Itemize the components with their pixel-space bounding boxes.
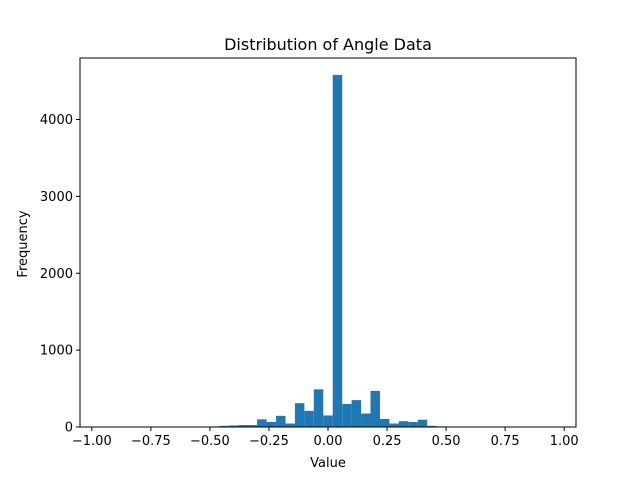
histogram-bar bbox=[266, 422, 277, 427]
histogram-bar bbox=[351, 400, 362, 427]
x-tick-label: −0.50 bbox=[190, 434, 230, 449]
histogram-bar bbox=[332, 74, 343, 427]
x-axis-label: Value bbox=[310, 456, 346, 471]
histogram-bar bbox=[427, 425, 437, 427]
y-tick-label: 3000 bbox=[40, 190, 73, 205]
y-tick-label: 0 bbox=[65, 421, 73, 436]
y-tick-label: 1000 bbox=[40, 344, 73, 359]
histogram-bar bbox=[389, 423, 399, 427]
x-tick-label: 0.00 bbox=[314, 434, 343, 449]
x-tick-label: −1.00 bbox=[72, 434, 112, 449]
histogram-bar bbox=[313, 389, 324, 427]
x-tick-label: −0.25 bbox=[249, 434, 289, 449]
histogram-bar bbox=[219, 425, 229, 427]
histogram-bar bbox=[342, 403, 352, 427]
x-tick-label: −0.75 bbox=[131, 434, 171, 449]
x-tick-label: 0.75 bbox=[491, 434, 520, 449]
y-tick-label: 4000 bbox=[40, 113, 73, 128]
histogram-bar bbox=[361, 413, 371, 427]
histogram-bar bbox=[417, 419, 428, 427]
histogram-bar bbox=[238, 425, 248, 427]
y-tick-label: 2000 bbox=[40, 267, 73, 282]
y-axis-ticks: 0 1000 2000 3000 4000 bbox=[40, 113, 80, 436]
histogram-bar bbox=[370, 390, 380, 427]
x-axis-ticks: −1.00 −0.75 −0.50 −0.25 0.00 0.25 0.50 0.75 1.00 bbox=[72, 427, 579, 449]
histogram-bar bbox=[228, 425, 239, 427]
chart-title: Distribution of Angle Data bbox=[224, 35, 432, 54]
histogram-bar bbox=[323, 415, 333, 427]
x-tick-label: 0.50 bbox=[432, 434, 461, 449]
histogram-bar bbox=[304, 410, 314, 427]
x-tick-label: 0.25 bbox=[373, 434, 402, 449]
x-tick-label: 1.00 bbox=[550, 434, 579, 449]
histogram-bar bbox=[398, 421, 409, 427]
histogram-bar bbox=[408, 422, 418, 427]
histogram-bar bbox=[285, 423, 295, 427]
histogram-bar bbox=[276, 415, 286, 427]
plot-frame bbox=[79, 57, 577, 428]
histogram-bar bbox=[257, 419, 267, 427]
histogram-bar bbox=[247, 425, 258, 427]
histogram-bar bbox=[379, 418, 390, 427]
y-axis-label: Frequency bbox=[16, 210, 31, 277]
histogram-bar bbox=[294, 403, 305, 427]
